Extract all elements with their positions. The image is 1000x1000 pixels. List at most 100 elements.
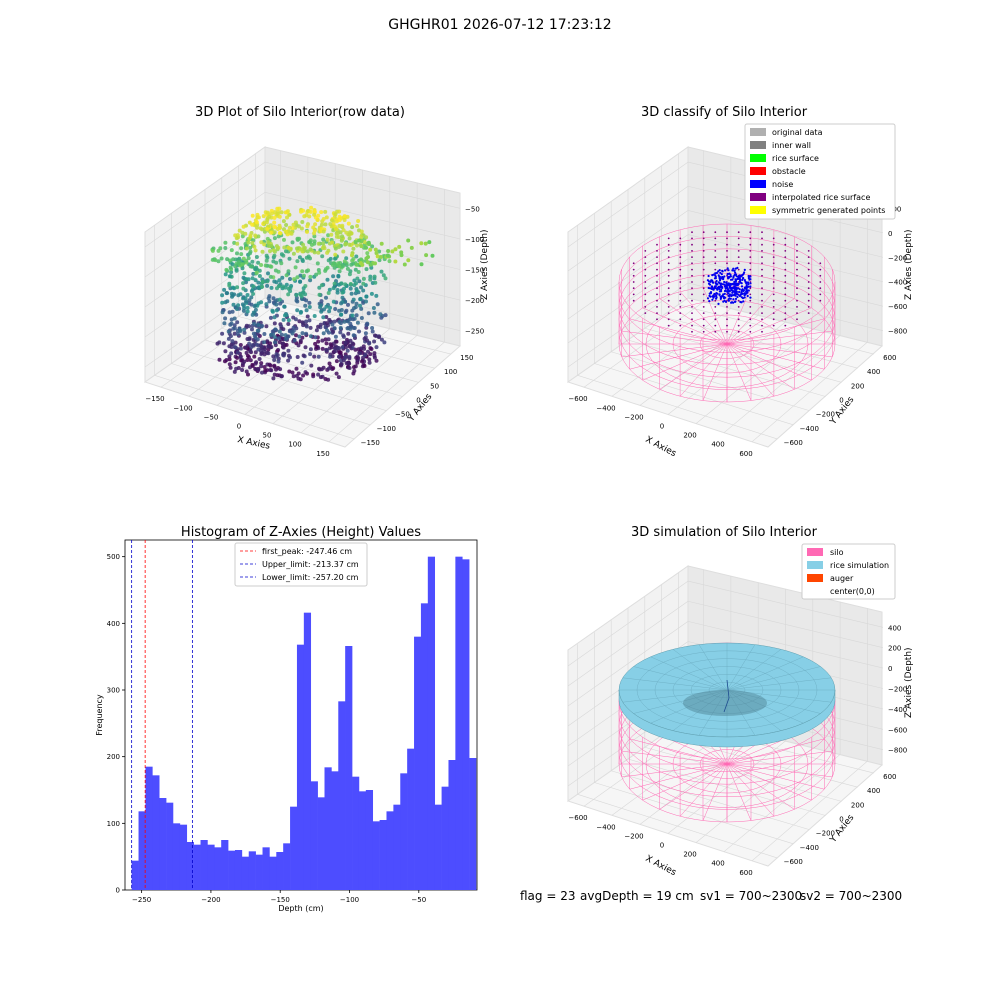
scatter-point	[286, 353, 291, 358]
interpolated-point	[761, 312, 763, 314]
interpolated-point	[772, 318, 775, 321]
y-tick-label: 600	[883, 773, 896, 781]
noise-point	[749, 278, 752, 281]
interpolated-point	[702, 299, 705, 302]
scatter-point	[254, 255, 259, 259]
interpolated-point	[819, 262, 822, 265]
legend-label: original data	[772, 128, 823, 137]
scatter-point	[234, 267, 239, 272]
interpolated-point	[761, 262, 763, 265]
scatter-point	[270, 329, 275, 334]
scatter-point	[379, 241, 384, 246]
scatter-point	[354, 301, 359, 306]
interpolated-point	[737, 268, 740, 271]
histogram-bar	[269, 856, 277, 890]
noise-point	[718, 275, 721, 278]
noise-point	[740, 291, 743, 294]
interpolated-point	[632, 299, 635, 302]
interpolated-point	[784, 306, 787, 308]
classify-title: 3D classify of Silo Interior	[641, 105, 808, 120]
scatter-point	[328, 256, 333, 261]
scatter-point	[276, 336, 281, 341]
scatter-point	[375, 254, 380, 259]
scatter-point	[327, 287, 332, 292]
scatter-point	[337, 346, 342, 351]
histogram-bar	[420, 603, 429, 890]
noise-point	[728, 290, 731, 293]
interpolated-point	[749, 299, 752, 302]
scatter-point	[334, 263, 339, 268]
noise-point	[749, 296, 752, 299]
scatter-point	[369, 265, 374, 270]
x-tick-label: −200	[624, 413, 643, 421]
rice-mesh-spoke	[726, 649, 782, 691]
interpolated-point	[819, 281, 822, 283]
scatter-point	[308, 274, 313, 279]
rice-mesh-spoke	[633, 689, 728, 714]
grid-line	[188, 351, 387, 411]
scatter-point	[269, 211, 274, 216]
scatter-point	[361, 344, 366, 349]
histogram-bar	[352, 776, 360, 890]
scatter-point	[298, 338, 303, 343]
scatter-point	[291, 251, 296, 256]
y-tick-label: 0	[839, 816, 843, 824]
interpolated-point	[761, 330, 763, 333]
histogram-bar	[455, 556, 463, 890]
scatter-point	[365, 338, 369, 343]
rice-mesh-spoke	[726, 689, 832, 703]
scatter-point	[320, 254, 325, 259]
grid-line	[567, 621, 689, 707]
scatter-point	[265, 279, 270, 284]
scatter-point	[242, 306, 247, 311]
scatter-point	[251, 292, 256, 296]
scatter-point	[278, 367, 283, 372]
scatter-point	[279, 326, 284, 331]
scatter-point	[340, 295, 345, 300]
z-tick-label: −600	[888, 726, 907, 734]
figure-suptitle: GHGHR01 2026-07-12 17:23:12	[388, 17, 612, 33]
noise-point	[743, 296, 746, 299]
scatter-point	[339, 362, 344, 366]
scatter-point	[330, 240, 335, 245]
scatter-point	[316, 241, 321, 246]
noise-point	[743, 279, 747, 282]
scatter-point	[350, 225, 355, 230]
interpolated-point	[772, 287, 775, 290]
scatter-point	[364, 294, 369, 299]
noise-point	[746, 289, 749, 292]
scatter-point	[324, 347, 329, 352]
interpolated-point	[714, 330, 717, 333]
scatter-point	[307, 240, 312, 244]
scatter-point	[373, 261, 377, 266]
silo-floor-ring	[699, 329, 755, 359]
scatter-point	[317, 270, 322, 275]
interpolated-point	[761, 250, 763, 252]
scatter-point	[340, 223, 345, 228]
scatter-point	[274, 302, 279, 307]
interpolated-point	[749, 324, 752, 327]
scatter-point	[289, 231, 294, 236]
simulation-z-axis-label: Z Axies (Depth)	[904, 647, 914, 718]
scatter-point	[303, 303, 308, 308]
scatter-point	[335, 290, 340, 295]
scatter-point	[250, 327, 254, 332]
noise-point	[718, 269, 721, 272]
scatter-point	[290, 370, 295, 375]
scatter-point	[246, 372, 250, 377]
y-tick-label: −50	[395, 411, 410, 419]
scatter-point	[320, 246, 325, 250]
noise-point	[748, 275, 751, 278]
z-tick-label: −800	[888, 328, 907, 336]
simulation-x-axis-label: X Axies	[644, 854, 678, 879]
scatter-point	[295, 355, 300, 359]
scatter-point	[324, 341, 329, 346]
noise-point	[708, 292, 711, 295]
interpolated-point	[656, 268, 658, 271]
rice-mesh-spoke	[672, 689, 728, 731]
scatter-point	[368, 247, 373, 252]
scatter-point	[256, 280, 261, 285]
scatter-point	[291, 315, 296, 320]
y-tick-label: 500	[107, 553, 120, 561]
rice-mesh-spoke	[726, 677, 832, 691]
